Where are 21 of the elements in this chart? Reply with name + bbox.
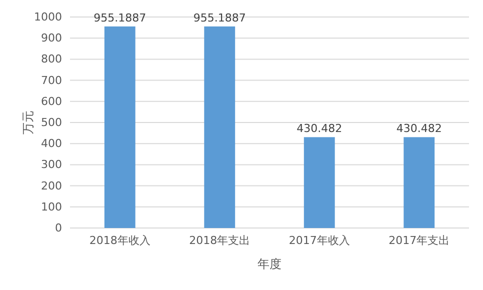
y-tick-label: 800 xyxy=(41,52,62,66)
data-label: 430.482 xyxy=(296,122,342,136)
y-tick-label: 200 xyxy=(41,179,62,192)
y-tick-label: 700 xyxy=(41,74,62,87)
x-tick-label: 2017年支出 xyxy=(388,234,450,247)
x-tick-label: 2018年支出 xyxy=(189,234,250,247)
y-tick-label: 1000 xyxy=(34,10,62,24)
y-tick-label: 300 xyxy=(41,158,62,172)
x-axis-title: 年度 xyxy=(258,257,282,271)
data-label: 955.1887 xyxy=(94,11,146,24)
y-tick-label: 900 xyxy=(41,32,62,45)
data-label: 955.1887 xyxy=(193,11,246,24)
x-tick-label: 2018年收入 xyxy=(89,234,150,247)
y-axis-title: 万元 xyxy=(21,110,35,134)
y-tick-label: 400 xyxy=(41,137,62,150)
y-tick-label: 500 xyxy=(41,116,62,130)
y-tick-label: 0 xyxy=(55,222,62,235)
x-tick-label: 2017年收入 xyxy=(288,234,350,247)
y-tick-label: 100 xyxy=(41,200,62,214)
y-tick-label: 600 xyxy=(41,94,62,108)
data-label: 430.482 xyxy=(396,122,442,136)
